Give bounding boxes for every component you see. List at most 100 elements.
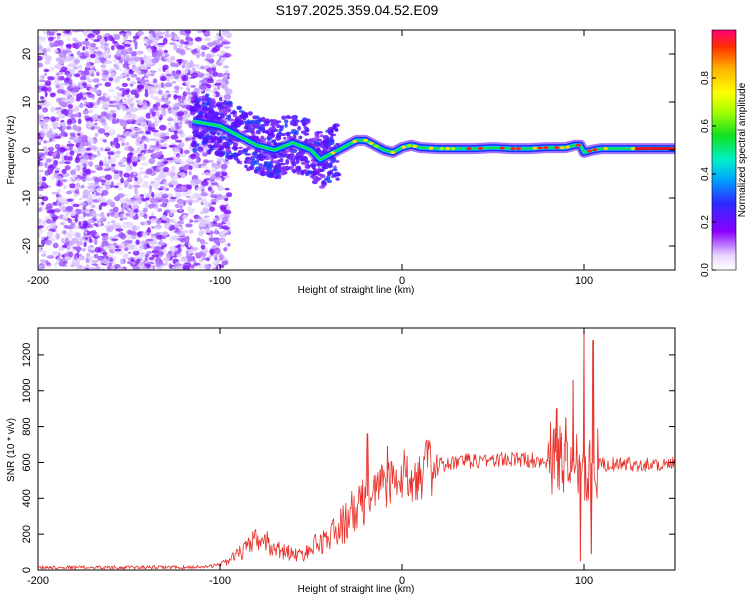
cluster-blob <box>303 168 307 175</box>
noise-blob <box>121 54 130 59</box>
noise-blob <box>58 113 66 119</box>
cluster-blob <box>283 166 290 170</box>
noise-blob <box>161 220 167 224</box>
noise-blob <box>110 220 116 224</box>
noise-blob <box>183 41 190 45</box>
ridge-hotspot <box>445 147 450 151</box>
noise-blob <box>167 121 172 127</box>
noise-blob <box>113 195 121 202</box>
noise-blob <box>58 52 63 58</box>
cluster-blob <box>225 100 233 106</box>
noise-blob <box>93 223 98 226</box>
noise-blob <box>102 93 107 96</box>
noise-blob <box>95 192 101 196</box>
noise-blob <box>181 104 187 109</box>
noise-blob <box>220 41 226 45</box>
noise-blob <box>134 127 142 131</box>
cluster-blob <box>295 159 300 164</box>
noise-blob <box>76 93 84 100</box>
cluster-blob <box>197 111 204 115</box>
noise-blob <box>212 71 218 77</box>
noise-blob <box>123 126 127 130</box>
noise-blob <box>207 42 215 47</box>
noise-blob <box>80 170 84 176</box>
noise-blob <box>166 157 174 161</box>
noise-blob <box>125 119 134 122</box>
cluster-blob <box>302 155 308 162</box>
noise-blob <box>72 150 80 154</box>
cluster-blob <box>300 171 305 176</box>
noise-blob <box>38 79 47 83</box>
noise-blob <box>157 266 162 270</box>
y-tick-label: -10 <box>21 190 33 206</box>
ridge-hotspot <box>592 148 598 152</box>
noise-blob <box>110 109 117 113</box>
noise-blob <box>125 165 130 173</box>
noise-blob <box>209 234 214 238</box>
noise-blob <box>82 40 90 46</box>
noise-blob <box>172 235 179 241</box>
noise-blob <box>176 144 183 149</box>
cluster-blob <box>210 115 214 120</box>
noise-blob <box>113 212 120 219</box>
noise-blob <box>38 217 42 224</box>
noise-blob <box>72 87 80 93</box>
noise-blob <box>212 92 216 98</box>
noise-blob <box>180 238 185 243</box>
noise-blob <box>72 174 78 178</box>
noise-blob <box>101 236 107 242</box>
noise-blob <box>116 182 123 186</box>
noise-blob <box>120 49 128 56</box>
cluster-blob <box>236 158 240 164</box>
noise-blob <box>44 162 48 168</box>
noise-blob <box>146 47 152 52</box>
noise-blob <box>116 91 122 98</box>
noise-blob <box>145 238 154 242</box>
noise-blob <box>87 185 95 190</box>
noise-blob <box>140 162 149 166</box>
noise-blob <box>145 79 150 83</box>
noise-blob <box>107 89 116 92</box>
noise-blob <box>170 196 177 200</box>
noise-blob <box>69 132 76 137</box>
noise-blob <box>65 190 73 195</box>
noise-blob <box>193 219 200 223</box>
noise-blob <box>86 84 92 87</box>
noise-blob <box>127 98 133 104</box>
noise-blob <box>156 234 164 240</box>
noise-blob <box>148 184 153 191</box>
noise-blob <box>155 218 162 224</box>
noise-blob <box>60 45 64 50</box>
noise-blob <box>110 157 117 164</box>
noise-blob <box>123 180 130 186</box>
noise-blob <box>68 63 76 68</box>
noise-blob <box>121 240 125 244</box>
noise-blob <box>76 182 80 188</box>
noise-blob <box>133 184 141 189</box>
noise-blob <box>131 65 139 72</box>
cluster-blob <box>288 165 295 170</box>
noise-blob <box>133 208 140 213</box>
noise-blob <box>55 57 62 62</box>
noise-blob <box>123 253 129 260</box>
noise-blob <box>72 37 77 42</box>
noise-blob <box>61 168 67 174</box>
noise-blob <box>83 115 91 119</box>
cluster-blob <box>335 177 340 181</box>
cluster-blob <box>246 158 252 165</box>
noise-blob <box>119 67 123 72</box>
noise-blob <box>170 61 176 68</box>
colorbar-label: Normalized spectral amplitude <box>737 82 748 217</box>
noise-blob <box>72 42 76 49</box>
noise-blob <box>47 146 55 152</box>
noise-blob <box>80 55 87 59</box>
noise-blob <box>87 246 96 250</box>
noise-blob <box>145 137 150 143</box>
noise-blob <box>60 122 67 127</box>
noise-blob <box>163 49 168 54</box>
noise-blob <box>105 176 112 180</box>
noise-blob <box>178 209 183 213</box>
cluster-blob <box>275 168 279 175</box>
cluster-blob <box>331 133 337 137</box>
cluster-blob <box>278 173 282 180</box>
